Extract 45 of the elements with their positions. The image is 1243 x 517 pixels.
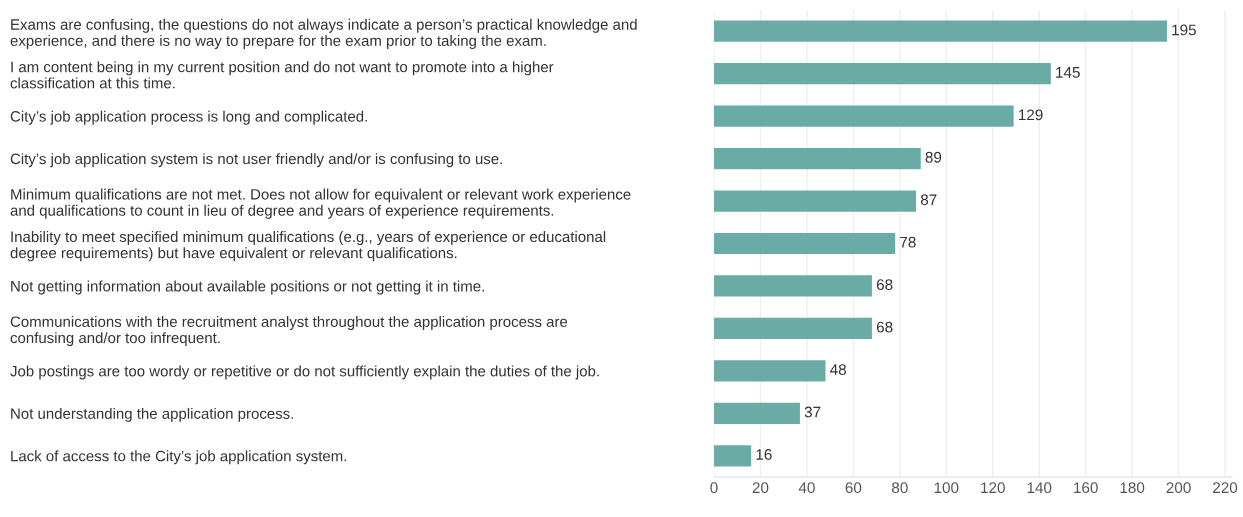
data-label: 129 [1018, 109, 1043, 121]
x-tick-label: 180 [1120, 482, 1145, 494]
data-label: 48 [830, 364, 846, 375]
bar [714, 63, 1051, 85]
data-label: 37 [804, 406, 821, 418]
bar [714, 190, 917, 212]
x-tick-label: 0 [710, 482, 718, 494]
x-tick-label: 100 [934, 482, 959, 494]
y-tick-label: Not getting information about available positions or not getting it in time. [11, 280, 484, 295]
y-tick-label: Minimum qualifications are not met. Does not allow for equivalent or relevant work experience and qualifications to count in lieu of degree and years of experience requirements. [10, 188, 631, 219]
x-tick-label: 220 [1213, 482, 1238, 494]
bar [714, 275, 872, 297]
y-tick-label: City’s job application system is not user friendly and/or is confusing to use. [10, 153, 502, 168]
y-tick-label: Inability to meet specified minimum qualifications (e.g., years of experience or educational degree requirements) but have equivalent or relevant qualifications. [10, 231, 606, 262]
x-tick-label: 200 [1166, 482, 1191, 494]
bar [714, 232, 896, 255]
data-label: 16 [756, 449, 772, 460]
bar [714, 20, 1167, 42]
bar [714, 147, 921, 170]
y-tick-label: Exams are confusing, the questions do not always indicate a person’s practical knowledge and experience, and there is no way to prepare for the exam prior to taking the exam. [10, 18, 637, 49]
y-tick-label: Not understanding the application process. [11, 407, 293, 422]
bar [714, 402, 800, 424]
bar [714, 360, 826, 382]
data-label: 68 [876, 321, 893, 333]
x-tick-label: 60 [845, 482, 862, 494]
data-label: 89 [925, 151, 942, 163]
data-label: 68 [876, 279, 893, 291]
y-tick-label: Communications with the recruitment analyst throughout the application process are confusing and/or too infrequent. [10, 315, 568, 347]
y-tick-label: I am content being in my current position and do not want to promote into a higher classification at this time. [10, 61, 554, 89]
y-tick-label: City’s job application process is long and complicated. [10, 110, 367, 125]
x-tick-label: 40 [798, 482, 815, 494]
bar [714, 105, 1014, 127]
data-label: 145 [1056, 67, 1080, 78]
data-label: 87 [920, 194, 937, 206]
bar [714, 317, 872, 340]
x-tick-label: 80 [892, 482, 908, 494]
x-tick-label: 140 [1027, 482, 1052, 494]
y-tick-label: Lack of access to the City’s job application system. [11, 450, 347, 465]
data-label: 195 [1172, 24, 1196, 36]
data-label: 78 [900, 236, 916, 248]
x-tick-label: 160 [1074, 482, 1098, 494]
x-tick-label: 20 [752, 482, 769, 494]
bar [714, 445, 752, 467]
x-tick-label: 120 [981, 482, 1005, 494]
y-tick-label: Job postings are too wordy or repetitive or do not sufficiently explain the duties of the job. [10, 365, 599, 380]
